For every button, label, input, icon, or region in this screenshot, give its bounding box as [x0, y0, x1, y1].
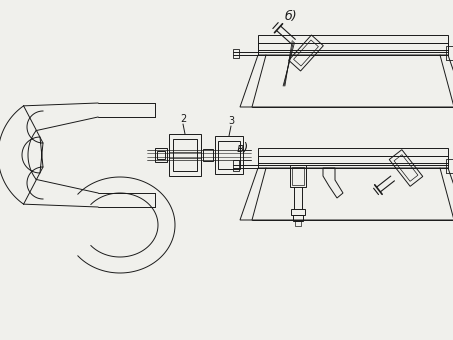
- Bar: [292, 167, 304, 185]
- Text: в): в): [237, 142, 249, 155]
- Bar: [215, 136, 243, 174]
- Bar: [155, 148, 167, 162]
- Bar: [233, 160, 239, 171]
- Bar: [173, 139, 197, 171]
- Bar: [157, 151, 165, 159]
- Text: 2: 2: [180, 114, 186, 124]
- Bar: [446, 159, 453, 173]
- Bar: [291, 209, 305, 215]
- Bar: [295, 221, 301, 226]
- Bar: [258, 148, 448, 156]
- Bar: [258, 35, 448, 43]
- Bar: [258, 156, 448, 163]
- Bar: [218, 141, 240, 169]
- Bar: [293, 215, 303, 221]
- Text: б): б): [285, 10, 298, 23]
- Bar: [233, 49, 239, 58]
- Bar: [203, 149, 213, 161]
- Bar: [290, 165, 306, 187]
- Bar: [446, 46, 453, 60]
- Text: 3: 3: [228, 116, 234, 126]
- Bar: [258, 43, 448, 50]
- Bar: [169, 134, 201, 176]
